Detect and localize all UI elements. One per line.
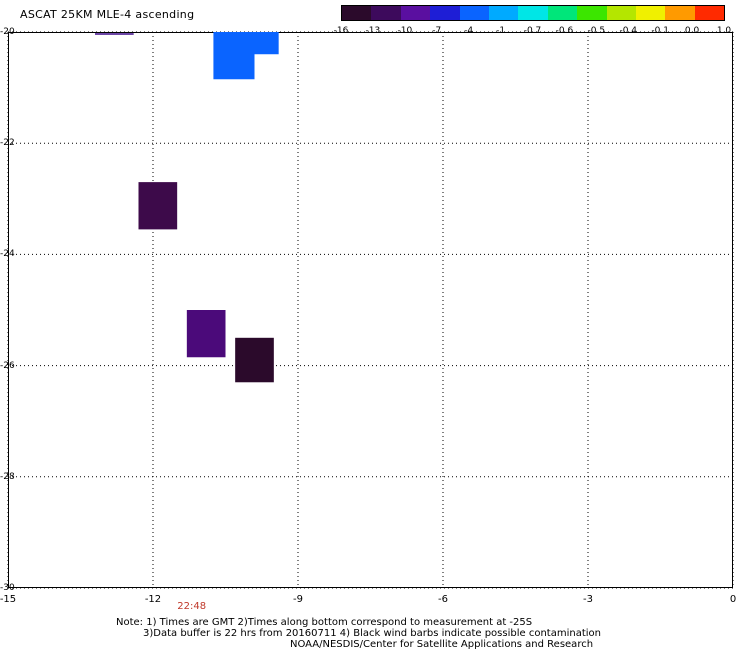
color-scale-label: -0.5 [587, 26, 606, 36]
color-scale-segment [694, 6, 725, 20]
wind-data-cell [186, 310, 226, 358]
color-scale-segment [635, 6, 666, 20]
wind-data-cell [254, 32, 279, 55]
map-title: ASCAT 25KM MLE-4 ascending [20, 8, 195, 21]
color-scale-label: -0.7 [523, 26, 542, 36]
longitude-tick-label: -12 [144, 594, 162, 605]
color-scale-label: -4 [464, 26, 474, 36]
map-plot-area [8, 32, 733, 588]
color-scale-label: -16 [333, 26, 349, 36]
color-scale-label: -0.6 [555, 26, 574, 36]
longitude-tick-label: -15 [0, 594, 17, 605]
color-scale-segment [665, 6, 695, 20]
longitude-tick-label: -6 [438, 594, 448, 605]
time-label: 22:48 [177, 601, 207, 612]
color-scale-segment [606, 6, 636, 20]
latitude-tick-label: -20 [0, 27, 15, 37]
latitude-tick-label: -26 [0, 360, 15, 371]
latitude-tick-label: -22 [0, 138, 15, 149]
color-scale-segment [342, 6, 372, 20]
color-scale-bar [341, 5, 725, 21]
note-line-2: 3)Data buffer is 22 hrs from 20160711 4)… [143, 628, 601, 639]
color-scale-segment [371, 6, 401, 20]
color-scale-segment [577, 6, 607, 20]
longitude-tick-label: 0 [729, 594, 737, 605]
longitude-tick-label: -9 [293, 594, 303, 605]
latitude-tick-label: -30 [0, 583, 15, 593]
wind-data-cell [213, 32, 255, 80]
color-scale-segment [518, 6, 548, 20]
color-scale-label: 0.0 [684, 26, 700, 36]
color-scale-segment [430, 6, 460, 20]
wind-data-cell [235, 337, 274, 383]
note-line-1: Note: 1) Times are GMT 2)Times along bot… [116, 617, 533, 628]
latitude-tick-label: -24 [0, 249, 15, 260]
latitude-tick-label: -28 [0, 471, 15, 482]
color-scale-segment [488, 6, 519, 20]
color-scale-segment [547, 6, 578, 20]
color-scale-label: 1.0 [716, 26, 732, 36]
color-scale-label: -7 [432, 26, 442, 36]
color-scale-label: -0.4 [619, 26, 638, 36]
note-line-3: NOAA/NESDIS/Center for Satellite Applica… [290, 639, 594, 650]
longitude-tick-label: -3 [583, 594, 593, 605]
wind-data-cell [138, 182, 178, 230]
color-scale-segment [400, 6, 431, 20]
color-scale-segment [459, 6, 489, 20]
color-scale-label: -0.1 [651, 26, 669, 36]
color-scale-label: -1 [496, 26, 506, 36]
color-scale-label: -10 [397, 26, 413, 36]
color-scale-label: -13 [365, 26, 381, 36]
